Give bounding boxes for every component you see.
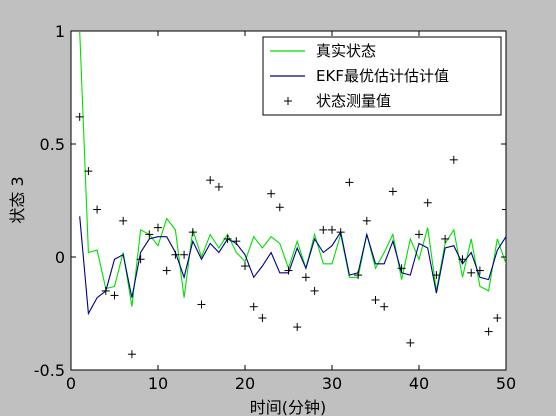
measurement-point bbox=[206, 176, 215, 185]
x-axis-label: 时间(分钟) bbox=[250, 398, 327, 416]
measurement-point bbox=[127, 350, 136, 359]
legend: 真实状态 EKF最优估计估计值 状态测量值 bbox=[262, 36, 502, 116]
x-tick-label: 0 bbox=[66, 374, 76, 393]
measurement-point bbox=[188, 228, 197, 237]
x-tick-label: 50 bbox=[496, 374, 516, 393]
measurement-point bbox=[449, 155, 458, 164]
measurement-point bbox=[484, 327, 493, 336]
y-tick-label: 0 bbox=[55, 248, 65, 267]
tick-layer: 0 10 20 30 40 50-0.500.51 bbox=[34, 22, 516, 393]
legend-swatch-meas bbox=[284, 97, 292, 105]
measurement-point bbox=[345, 178, 354, 187]
true-state-line bbox=[79, 31, 506, 307]
y-axis-label: 状态 3 bbox=[8, 176, 27, 223]
measurement-point bbox=[223, 234, 232, 243]
measurement-point bbox=[293, 323, 302, 332]
measurement-point bbox=[232, 237, 241, 246]
measurement-point bbox=[319, 225, 328, 234]
y-tick-label: 0.5 bbox=[40, 135, 65, 154]
measurement-point bbox=[354, 271, 363, 280]
measurement-point bbox=[119, 216, 128, 225]
legend-label-meas: 状态测量值 bbox=[316, 92, 391, 110]
measurement-point bbox=[101, 286, 110, 295]
measurement-point bbox=[110, 291, 119, 300]
measurement-point bbox=[493, 314, 502, 323]
measurement-point bbox=[93, 205, 102, 214]
measurement-point bbox=[441, 234, 450, 243]
measurement-point bbox=[84, 167, 93, 176]
measurement-point bbox=[275, 203, 284, 212]
x-tick-label: 40 bbox=[409, 374, 429, 393]
measurement-point bbox=[301, 273, 310, 282]
measurement-point bbox=[406, 338, 415, 347]
y-tick-label: -0.5 bbox=[34, 361, 65, 380]
measurement-point bbox=[310, 286, 319, 295]
measurement-point bbox=[380, 302, 389, 311]
measurement-point bbox=[197, 300, 206, 309]
measurement-point bbox=[249, 302, 258, 311]
x-tick-label: 20 bbox=[235, 374, 255, 393]
measurement-point bbox=[214, 182, 223, 191]
measurement-point bbox=[467, 268, 476, 277]
measurement-point bbox=[502, 205, 506, 214]
measurement-point bbox=[397, 264, 406, 273]
measurement-point bbox=[415, 230, 423, 239]
measurement-point bbox=[154, 223, 162, 232]
measurement-point bbox=[258, 314, 267, 323]
measurement-point bbox=[136, 255, 145, 264]
measurement-point bbox=[458, 255, 467, 264]
measurement-point bbox=[284, 266, 293, 275]
legend-label-true: 真实状态 bbox=[316, 42, 376, 60]
y-tick-label: 1 bbox=[55, 22, 65, 41]
ekf-estimate-line bbox=[79, 216, 506, 316]
measurement-point bbox=[423, 198, 432, 207]
measurement-point bbox=[432, 271, 441, 280]
measurement-point bbox=[336, 228, 345, 237]
measurement-point bbox=[75, 112, 84, 121]
x-tick-label: 10 bbox=[148, 374, 168, 393]
legend-label-ekf: EKF最优估计估计值 bbox=[316, 67, 449, 85]
measurement-point bbox=[241, 262, 249, 271]
measurement-point bbox=[162, 266, 171, 275]
measurement-point bbox=[171, 250, 180, 259]
x-tick-label: 30 bbox=[322, 374, 342, 393]
measurement-point bbox=[475, 266, 484, 275]
measurement-point bbox=[371, 295, 380, 304]
measurement-point bbox=[362, 216, 371, 225]
series-layer bbox=[75, 31, 506, 359]
measurement-point bbox=[388, 187, 397, 196]
measurement-point bbox=[180, 250, 189, 259]
measurement-point bbox=[328, 225, 336, 234]
measurement-point bbox=[267, 189, 276, 198]
measurement-point bbox=[145, 230, 154, 239]
